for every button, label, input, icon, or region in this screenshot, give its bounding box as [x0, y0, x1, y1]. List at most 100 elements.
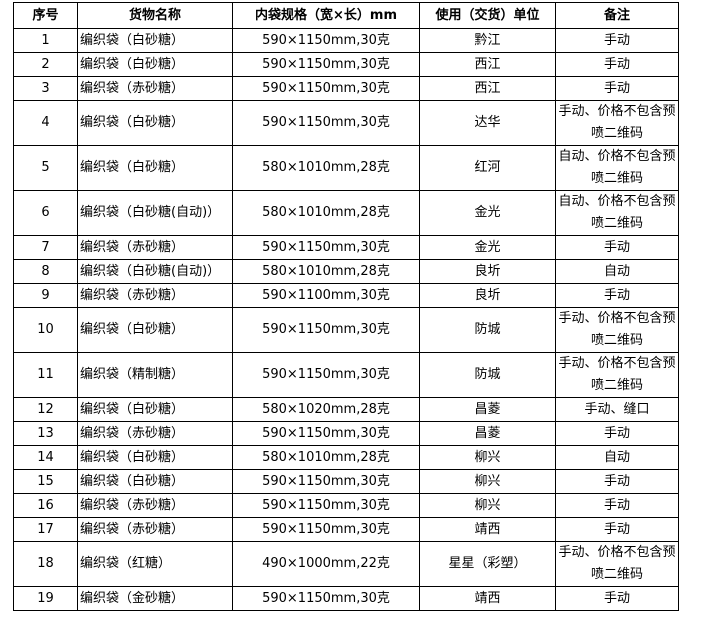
cell-unit: 西江: [419, 76, 556, 101]
table-row: 5 编织袋（白砂糖） 580×1010mm,28克 红河 自动、价格不包含预喷二维码: [13, 145, 679, 191]
table-row: 4 编织袋（白砂糖） 590×1150mm,30克 达华 手动、价格不包含预喷二维码: [13, 100, 679, 146]
cell-name: 编织袋（赤砂糖）: [77, 421, 233, 446]
cell-note: 手动: [555, 586, 679, 611]
cell-name: 编织袋（白砂糖）: [77, 469, 233, 494]
table-row: 17 编织袋（赤砂糖） 590×1150mm,30克 靖西 手动: [13, 517, 679, 542]
cell-name: 编织袋（白砂糖）: [77, 445, 233, 470]
cell-spec: 580×1010mm,28克: [232, 190, 420, 236]
cell-spec: 590×1150mm,30克: [232, 586, 420, 611]
cell-note: 自动、价格不包含预喷二维码: [555, 190, 679, 236]
cell-name: 编织袋（白砂糖）: [77, 145, 233, 191]
cell-name: 编织袋（赤砂糖）: [77, 283, 233, 308]
cell-spec: 590×1150mm,30克: [232, 517, 420, 542]
cell-spec: 590×1150mm,30克: [232, 493, 420, 518]
table-row: 19 编织袋（金砂糖） 590×1150mm,30克 靖西 手动: [13, 586, 679, 611]
cell-spec: 580×1010mm,28克: [232, 445, 420, 470]
cell-note: 手动: [555, 493, 679, 518]
cell-unit: 靖西: [419, 517, 556, 542]
cell-unit: 红河: [419, 145, 556, 191]
cell-note: 自动: [555, 259, 679, 284]
cell-no: 10: [13, 307, 78, 353]
table-row: 11 编织袋（精制糖） 590×1150mm,30克 防城 手动、价格不包含预喷二维码: [13, 352, 679, 398]
cell-name: 编织袋（白砂糖）: [77, 307, 233, 353]
cell-note: 自动: [555, 445, 679, 470]
cell-spec: 580×1010mm,28克: [232, 145, 420, 191]
cell-spec: 590×1150mm,30克: [232, 421, 420, 446]
header-spec: 内袋规格（宽×长）mm: [232, 2, 420, 29]
cell-note: 手动: [555, 28, 679, 53]
cell-note: 手动、价格不包含预喷二维码: [555, 100, 679, 146]
table-row: 12 编织袋（白砂糖） 580×1020mm,28克 昌菱 手动、缝口: [13, 397, 679, 422]
cell-unit: 柳兴: [419, 469, 556, 494]
cell-spec: 590×1150mm,30克: [232, 28, 420, 53]
cell-name: 编织袋（赤砂糖）: [77, 76, 233, 101]
cell-unit: 金光: [419, 190, 556, 236]
cell-note: 手动: [555, 517, 679, 542]
cell-no: 6: [13, 190, 78, 236]
cell-spec: 590×1150mm,30克: [232, 469, 420, 494]
cell-unit: 昌菱: [419, 421, 556, 446]
cell-unit: 达华: [419, 100, 556, 146]
cell-spec: 490×1000mm,22克: [232, 541, 420, 587]
header-name: 货物名称: [77, 2, 233, 29]
cell-note: 手动、价格不包含预喷二维码: [555, 541, 679, 587]
cell-spec: 590×1150mm,30克: [232, 307, 420, 353]
cell-unit: 良圻: [419, 283, 556, 308]
cell-note: 手动、价格不包含预喷二维码: [555, 307, 679, 353]
cell-spec: 580×1010mm,28克: [232, 259, 420, 284]
cell-note: 自动、价格不包含预喷二维码: [555, 145, 679, 191]
table-row: 14 编织袋（白砂糖） 580×1010mm,28克 柳兴 自动: [13, 445, 679, 470]
cell-name: 编织袋（白砂糖）: [77, 100, 233, 146]
table-row: 15 编织袋（白砂糖） 590×1150mm,30克 柳兴 手动: [13, 469, 679, 494]
header-no: 序号: [13, 2, 78, 29]
table-row: 13 编织袋（赤砂糖） 590×1150mm,30克 昌菱 手动: [13, 421, 679, 446]
cell-no: 9: [13, 283, 78, 308]
cell-no: 13: [13, 421, 78, 446]
cell-name: 编织袋（红糖）: [77, 541, 233, 587]
cell-no: 19: [13, 586, 78, 611]
cell-unit: 良圻: [419, 259, 556, 284]
cell-unit: 柳兴: [419, 445, 556, 470]
cell-name: 编织袋（赤砂糖）: [77, 235, 233, 260]
cell-no: 14: [13, 445, 78, 470]
cell-name: 编织袋（精制糖）: [77, 352, 233, 398]
cell-name: 编织袋（金砂糖）: [77, 586, 233, 611]
cell-no: 17: [13, 517, 78, 542]
cell-name: 编织袋（赤砂糖）: [77, 517, 233, 542]
cell-no: 2: [13, 52, 78, 77]
cell-spec: 590×1100mm,30克: [232, 283, 420, 308]
table-row: 7 编织袋（赤砂糖） 590×1150mm,30克 金光 手动: [13, 235, 679, 260]
cell-note: 手动: [555, 469, 679, 494]
table-row: 18 编织袋（红糖） 490×1000mm,22克 星星（彩塑） 手动、价格不包含预喷二…: [13, 541, 679, 587]
cell-spec: 590×1150mm,30克: [232, 235, 420, 260]
header-row: 序号 货物名称 内袋规格（宽×长）mm 使用（交货）单位 备注: [13, 2, 679, 29]
cell-spec: 590×1150mm,30克: [232, 100, 420, 146]
cell-note: 手动: [555, 52, 679, 77]
cell-name: 编织袋（白砂糖）: [77, 28, 233, 53]
cell-unit: 星星（彩塑）: [419, 541, 556, 587]
cell-no: 1: [13, 28, 78, 53]
cell-name: 编织袋（白砂糖(自动)）: [77, 259, 233, 284]
cell-unit: 柳兴: [419, 493, 556, 518]
cell-name: 编织袋（白砂糖）: [77, 52, 233, 77]
cell-note: 手动: [555, 421, 679, 446]
cell-no: 5: [13, 145, 78, 191]
table-row: 9 编织袋（赤砂糖） 590×1100mm,30克 良圻 手动: [13, 283, 679, 308]
table-row: 2 编织袋（白砂糖） 590×1150mm,30克 西江 手动: [13, 52, 679, 77]
table-row: 10 编织袋（白砂糖） 590×1150mm,30克 防城 手动、价格不包含预喷二维码: [13, 307, 679, 353]
cell-unit: 防城: [419, 307, 556, 353]
cell-no: 8: [13, 259, 78, 284]
table-row: 1 编织袋（白砂糖） 590×1150mm,30克 黔江 手动: [13, 28, 679, 53]
cell-no: 15: [13, 469, 78, 494]
cell-no: 12: [13, 397, 78, 422]
cell-no: 18: [13, 541, 78, 587]
cell-no: 11: [13, 352, 78, 398]
header-unit: 使用（交货）单位: [419, 2, 556, 29]
cell-name: 编织袋（赤砂糖）: [77, 493, 233, 518]
cell-unit: 昌菱: [419, 397, 556, 422]
cell-unit: 防城: [419, 352, 556, 398]
cell-spec: 590×1150mm,30克: [232, 76, 420, 101]
table-row: 6 编织袋（白砂糖(自动)） 580×1010mm,28克 金光 自动、价格不包含预喷二…: [13, 190, 679, 236]
cell-no: 16: [13, 493, 78, 518]
goods-table: 序号 货物名称 内袋规格（宽×长）mm 使用（交货）单位 备注 1 编织袋（白砂糖…: [13, 2, 679, 611]
